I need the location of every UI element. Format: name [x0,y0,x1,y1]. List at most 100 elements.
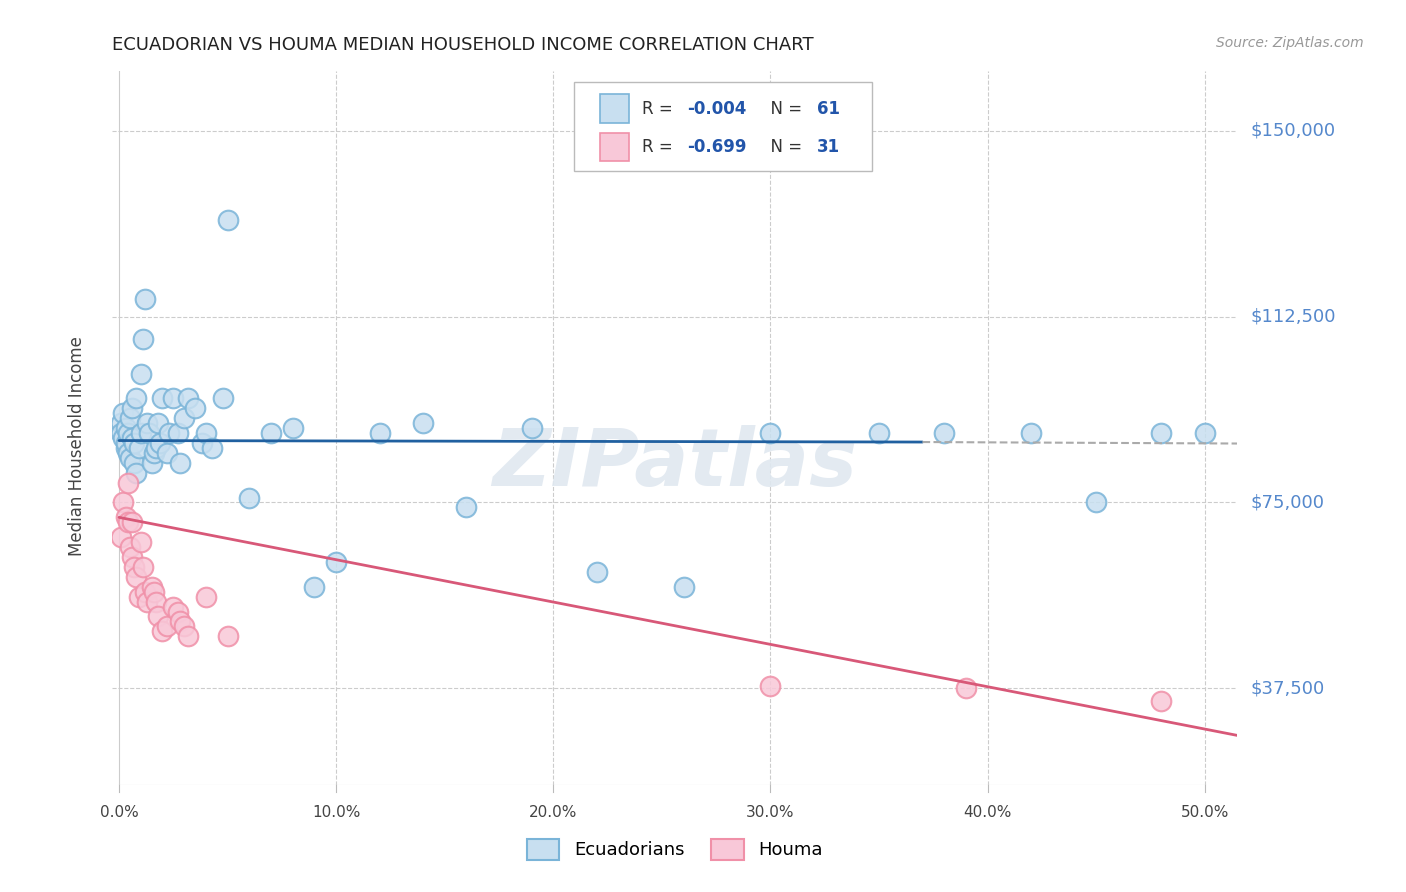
Point [118,411,141,425]
Point [156,619,179,633]
Point [1194,426,1216,441]
Point [1085,495,1108,509]
Point [955,681,977,696]
Point [177,629,200,643]
Point [412,416,434,430]
Point [173,619,195,633]
Point [184,401,207,416]
Point [190,436,212,450]
Point [112,431,135,445]
FancyBboxPatch shape [574,82,872,171]
Point [142,446,165,460]
Point [121,431,143,445]
Point [136,416,159,430]
FancyBboxPatch shape [599,133,628,161]
Text: 10.0%: 10.0% [312,805,360,820]
Point [177,392,200,406]
Text: ECUADORIAN VS HOUMA MEDIAN HOUSEHOLD INCOME CORRELATION CHART: ECUADORIAN VS HOUMA MEDIAN HOUSEHOLD INC… [112,36,814,54]
Text: -0.004: -0.004 [688,100,747,118]
Point [117,475,139,490]
Point [128,590,150,604]
FancyBboxPatch shape [599,95,628,123]
Point [281,421,304,435]
Point [759,679,782,693]
Point [132,560,155,574]
Point [368,426,391,441]
Point [114,421,136,435]
Point [125,466,148,480]
Point [166,426,188,441]
Point [169,615,191,629]
Point [142,584,165,599]
Point [125,570,148,584]
Point [868,426,890,441]
Text: $150,000: $150,000 [1250,122,1336,140]
Point [134,584,156,599]
Point [121,401,143,416]
Point [456,500,478,515]
Point [122,560,145,574]
Point [129,367,152,381]
Point [128,441,150,455]
Point [122,456,145,470]
Point [166,605,188,619]
Point [141,580,163,594]
Point [157,426,180,441]
Text: N =: N = [761,138,807,156]
Text: $112,500: $112,500 [1250,308,1336,326]
Point [759,426,782,441]
Point [129,426,152,441]
Text: $75,000: $75,000 [1250,493,1324,511]
Point [110,530,132,544]
Text: 50.0%: 50.0% [1181,805,1229,820]
Text: 40.0%: 40.0% [963,805,1012,820]
Point [152,624,174,639]
Text: Source: ZipAtlas.com: Source: ZipAtlas.com [1216,36,1364,50]
Point [132,332,155,346]
Point [136,594,159,608]
Text: N =: N = [761,100,807,118]
Point [173,411,195,425]
Point [121,549,143,564]
Point [117,426,139,441]
Point [149,436,172,450]
Text: $37,500: $37,500 [1250,680,1324,698]
Point [672,580,695,594]
Point [260,426,283,441]
Point [520,421,543,435]
Legend: Ecuadorians, Houma: Ecuadorians, Houma [517,830,832,869]
Point [110,416,132,430]
Point [156,446,179,460]
Point [212,392,235,406]
Point [117,446,139,460]
Point [194,426,217,441]
Point [146,609,169,624]
Point [114,436,136,450]
Point [304,580,326,594]
Point [217,629,239,643]
Point [125,392,148,406]
Text: 20.0%: 20.0% [529,805,578,820]
Point [145,594,167,608]
Text: 61: 61 [817,100,839,118]
Point [118,450,141,465]
Point [585,565,607,579]
Point [1019,426,1042,441]
Point [114,510,136,524]
Text: Median Household Income: Median Household Income [69,336,86,556]
Point [194,590,217,604]
Point [162,392,184,406]
Point [112,406,135,420]
Point [118,540,141,554]
Point [169,456,191,470]
Point [134,293,156,307]
Point [129,535,152,549]
Point [138,426,160,441]
Point [238,491,260,505]
Point [110,426,132,441]
Text: -0.699: -0.699 [688,138,747,156]
Point [217,213,239,227]
Point [141,456,163,470]
Point [112,495,135,509]
Text: 0.0%: 0.0% [100,805,138,820]
